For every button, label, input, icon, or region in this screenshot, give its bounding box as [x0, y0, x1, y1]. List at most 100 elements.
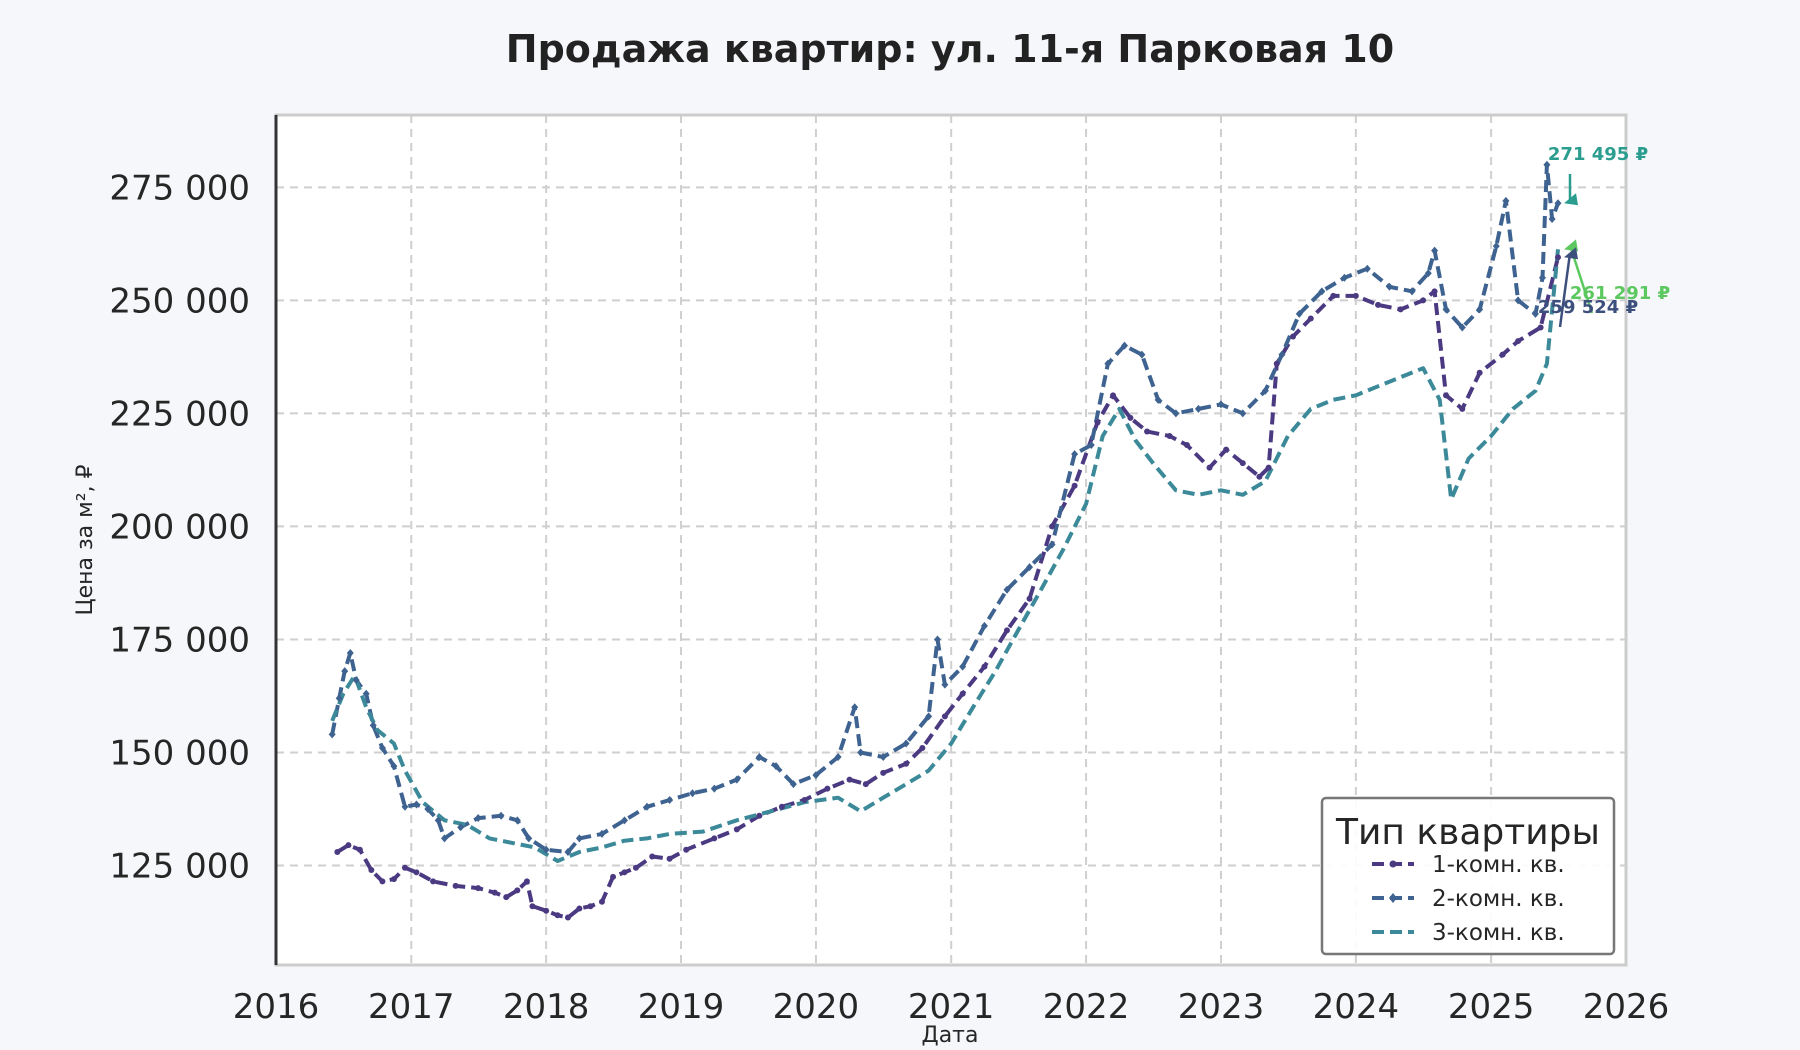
data-point	[1104, 359, 1112, 368]
data-point	[356, 846, 363, 853]
data-point	[1094, 419, 1101, 426]
data-point	[390, 762, 398, 771]
data-point	[401, 802, 409, 811]
x-tick-label: 2020	[773, 987, 860, 1027]
data-point	[1049, 523, 1056, 530]
data-point	[1071, 482, 1078, 489]
data-point	[1537, 324, 1544, 331]
data-point	[755, 753, 763, 762]
data-point	[1026, 595, 1033, 602]
data-point	[1127, 414, 1134, 421]
y-tick-label: 125 000	[109, 847, 250, 887]
annotation-arrowhead	[1564, 239, 1579, 252]
x-tick-label: 2019	[638, 987, 725, 1027]
data-point	[412, 800, 420, 809]
data-point	[1256, 473, 1263, 480]
data-point	[345, 842, 352, 849]
tick-labels: 2016 2017 2018 2019 2020 2021 2022 2023 2024 2025…	[109, 168, 1669, 1027]
data-point	[1492, 242, 1500, 251]
data-point	[1172, 409, 1180, 418]
data-point	[941, 713, 948, 720]
data-point	[1121, 341, 1129, 350]
markers-group	[328, 160, 1562, 921]
data-point	[1502, 196, 1510, 205]
data-point	[513, 816, 521, 825]
chart-title: Продажа квартир: ул. 11-я Парковая 10	[506, 27, 1394, 71]
data-point	[1375, 301, 1382, 308]
data-point	[525, 834, 533, 843]
data-point	[1538, 273, 1546, 282]
data-point	[621, 869, 628, 876]
data-point	[1239, 409, 1247, 418]
data-point	[587, 903, 594, 910]
data-point	[880, 769, 887, 776]
data-point	[328, 730, 336, 739]
data-point	[424, 805, 432, 814]
data-point	[1239, 460, 1246, 467]
y-axis-label: Цена за м², ₽	[73, 464, 98, 615]
data-point	[1397, 306, 1404, 313]
data-point	[1110, 392, 1117, 399]
data-point	[1340, 273, 1348, 282]
legend-entry: 2-комн. кв.	[1432, 886, 1565, 912]
data-point	[666, 795, 674, 804]
legend-box	[1320, 796, 1616, 956]
x-axis-label: Дата	[922, 1023, 979, 1048]
data-point	[620, 816, 628, 825]
data-point	[919, 744, 926, 751]
data-point	[1499, 351, 1506, 358]
y-tick-label: 225 000	[109, 394, 250, 434]
legend-title: Тип квартиры	[1335, 812, 1600, 853]
data-point	[1352, 292, 1359, 299]
x-tick-label: 2023	[1178, 987, 1265, 1027]
data-point	[1154, 395, 1162, 404]
x-tick-label: 2026	[1583, 987, 1670, 1027]
data-point	[1424, 269, 1432, 278]
data-point	[812, 771, 820, 780]
data-point	[554, 912, 561, 919]
data-point	[379, 878, 386, 885]
data-point	[503, 894, 510, 901]
data-point	[1087, 441, 1095, 450]
data-point	[390, 876, 397, 883]
data-point	[334, 848, 341, 855]
data-point	[529, 903, 536, 910]
data-point	[772, 762, 780, 771]
data-point	[733, 775, 741, 784]
x-tick-label: 2017	[368, 987, 455, 1027]
data-point	[598, 829, 606, 838]
data-point	[1514, 296, 1522, 305]
data-point	[1290, 333, 1297, 340]
annotation-label: 259 524 ₽	[1538, 297, 1638, 318]
data-point	[413, 869, 420, 876]
data-point	[369, 721, 377, 730]
data-point	[846, 776, 853, 783]
data-point	[1431, 288, 1438, 295]
x-tick-label: 2025	[1448, 987, 1535, 1027]
data-point	[1265, 464, 1272, 471]
data-point	[934, 635, 942, 644]
data-point	[434, 816, 442, 825]
data-point	[1330, 292, 1337, 299]
data-point	[789, 780, 797, 789]
data-point	[1459, 405, 1466, 412]
data-point	[491, 889, 498, 896]
data-point	[1431, 246, 1439, 255]
data-point	[710, 784, 718, 793]
data-point	[632, 864, 639, 871]
data-point	[576, 905, 583, 912]
data-point	[1278, 350, 1286, 359]
data-point	[474, 814, 482, 823]
y-tick-label: 200 000	[109, 507, 250, 547]
data-point	[801, 796, 808, 803]
data-point	[575, 834, 583, 843]
data-point	[688, 789, 696, 798]
data-point	[543, 907, 550, 914]
data-point	[1295, 309, 1303, 318]
data-point	[1515, 338, 1522, 345]
annotation-label: 271 495 ₽	[1548, 144, 1648, 165]
x-tick-label: 2021	[908, 987, 995, 1027]
legend-entry: 3-комн. кв.	[1432, 920, 1565, 946]
annotations-group: 271 495 ₽ 261 291 ₽259 524 ₽	[1538, 144, 1670, 328]
